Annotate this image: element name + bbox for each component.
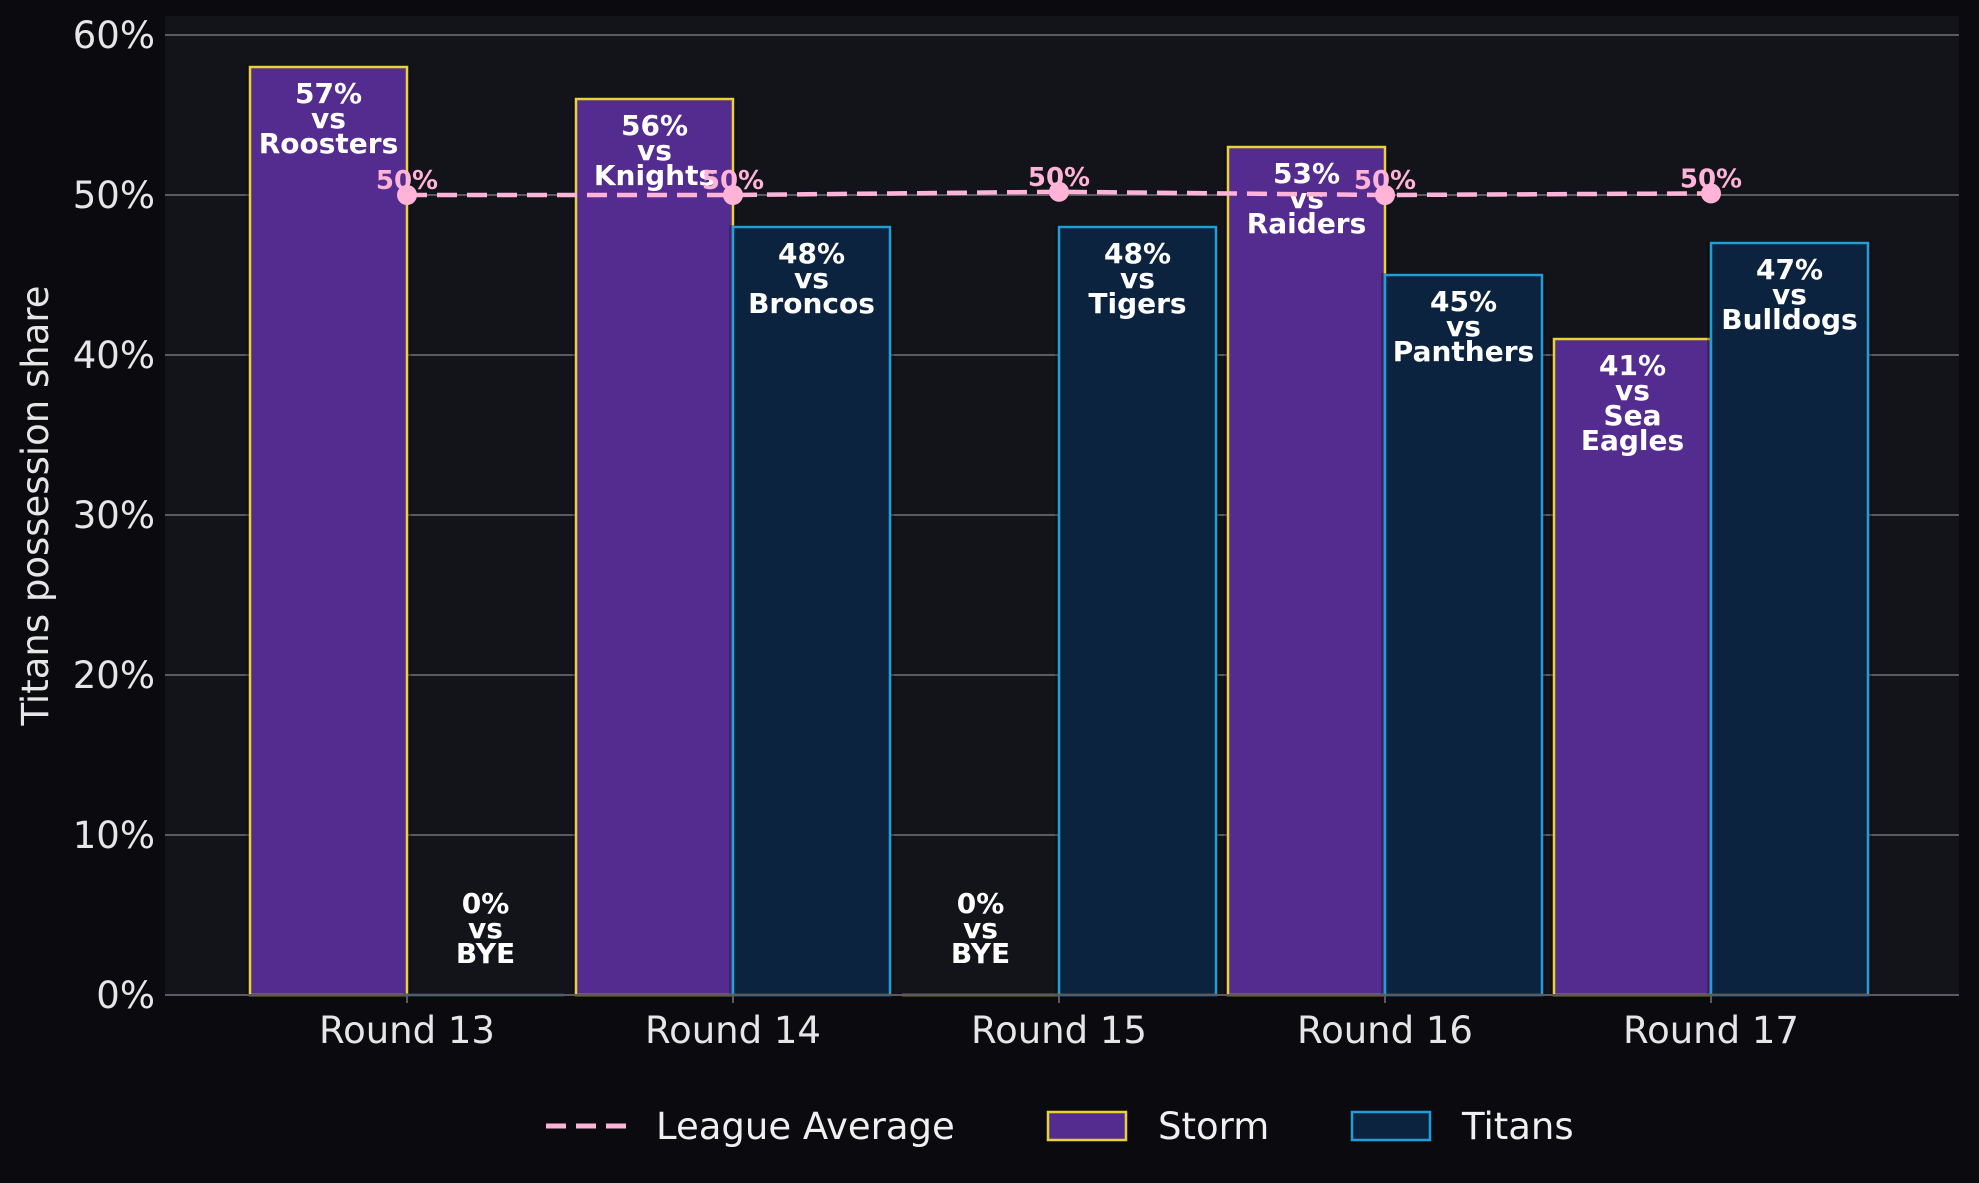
- titans-bar: [1057, 225, 1218, 997]
- titans-bar-label: 45% vs Panthers: [1393, 285, 1534, 368]
- y-tick-label: 40%: [73, 334, 155, 377]
- x-tick-label: Round 16: [1297, 1009, 1473, 1052]
- x-tick-label: Round 15: [971, 1009, 1147, 1052]
- bars: [246, 65, 1872, 997]
- y-axis-label: Titans possession share: [14, 285, 57, 726]
- storm-bar-label: 0% vs BYE: [951, 887, 1010, 970]
- y-tick-label: 30%: [73, 494, 155, 537]
- storm-bar-label: 56% vs Knights: [594, 109, 715, 192]
- league-average-polyline: [407, 189, 1712, 198]
- storm-bar: [574, 97, 735, 997]
- legend-storm-label: Storm: [1158, 1105, 1269, 1148]
- legend-storm-swatch: [1046, 1110, 1128, 1142]
- titans-bar-label: 0% vs BYE: [456, 887, 515, 970]
- y-tick-label: 0%: [96, 974, 155, 1017]
- league-average-marker: [1701, 183, 1721, 204]
- legend: League Average Storm Titans: [546, 1105, 1574, 1148]
- titans-bar: [1709, 241, 1870, 997]
- y-tick-label: 60%: [73, 14, 155, 57]
- legend-titans-swatch: [1350, 1110, 1432, 1142]
- x-tick-label: Round 14: [645, 1009, 821, 1052]
- titans-bar-label: 47% vs Bulldogs: [1721, 253, 1857, 336]
- titans-bar-label: 48% vs Tigers: [1088, 237, 1186, 320]
- storm-bar-label: 41% vs Sea Eagles: [1581, 349, 1684, 457]
- storm-bar: [1226, 145, 1387, 997]
- storm-bar-label: 57% vs Roosters: [259, 77, 399, 160]
- league-average-marker: [397, 185, 417, 205]
- storm-bar: [248, 65, 409, 997]
- x-axis-ticks: Round 13 Round 14 Round 15 Round 16 Round 17: [165, 994, 1959, 1052]
- x-tick-label: Round 17: [1623, 1009, 1799, 1052]
- titans-bar: [731, 225, 892, 997]
- legend-league-average-label: League Average: [656, 1105, 955, 1148]
- y-tick-label: 50%: [73, 174, 155, 217]
- league-average-value-label: 50%: [1028, 163, 1090, 193]
- league-average-marker: [723, 185, 743, 205]
- y-tick-label: 10%: [73, 814, 155, 857]
- x-tick-label: Round 13: [319, 1009, 495, 1052]
- storm-bar-label: 53% vs Raiders: [1247, 157, 1367, 240]
- league-average-marker: [1049, 181, 1069, 202]
- legend-titans-label: Titans: [1461, 1105, 1574, 1148]
- titans-bar-label: 48% vs Broncos: [748, 237, 875, 320]
- league-average-marker: [1375, 185, 1395, 205]
- league-average-value-label: 50%: [1354, 166, 1416, 196]
- storm-bar: [1552, 337, 1713, 997]
- titans-bar: [1383, 273, 1544, 997]
- y-tick-label: 20%: [73, 654, 155, 697]
- bar-labels: 57% vs Roosters 0% vs BYE 56% vs Knights 48% vs Bro…: [259, 77, 1858, 970]
- league-average-value-label: 50%: [702, 166, 764, 196]
- league-average-line: 50% 50% 50% 50% 50%: [376, 163, 1742, 205]
- league-average-value-label: 50%: [376, 166, 438, 196]
- y-axis-ticks: 0% 10% 20% 30% 40% 50% 60%: [73, 14, 155, 1017]
- league-average-value-label: 50%: [1680, 164, 1742, 194]
